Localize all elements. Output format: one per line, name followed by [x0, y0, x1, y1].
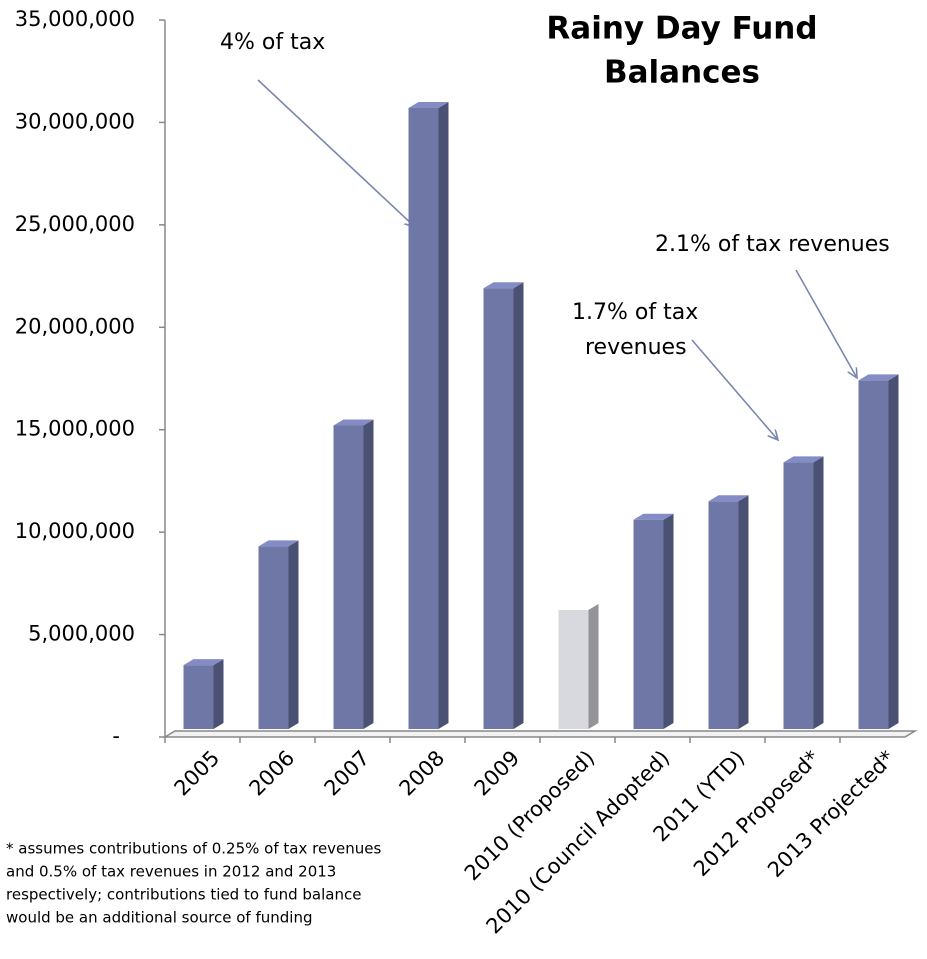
bar-front — [858, 380, 889, 729]
bar-front — [558, 609, 589, 729]
bar-front — [483, 288, 514, 729]
bar-side — [813, 456, 824, 729]
bar — [408, 101, 449, 729]
y-tick-label: 15,000,000 — [15, 417, 135, 441]
annotation-arrows — [257, 79, 857, 440]
y-tick-label: 25,000,000 — [15, 212, 135, 236]
annotation: 4% of tax — [220, 30, 325, 55]
x-tick-label: 2007 — [320, 746, 375, 801]
bar — [333, 419, 374, 729]
bar-front — [783, 462, 814, 729]
bar-top — [258, 540, 299, 547]
bar — [858, 374, 899, 729]
chart-title: Rainy Day Fund — [546, 11, 817, 47]
floor — [162, 730, 918, 738]
bar-front — [708, 501, 739, 729]
bar-front — [633, 519, 664, 729]
bar-side — [363, 419, 374, 729]
bar-top — [708, 495, 749, 502]
bar-side — [288, 540, 299, 729]
bar-side — [588, 603, 599, 729]
footnote: and 0.5% of tax revenues in 2012 and 201… — [6, 863, 336, 881]
bar-top — [558, 603, 599, 610]
annotation: 2.1% of tax revenues — [655, 232, 890, 257]
bar-side — [738, 495, 749, 729]
y-tick-label: 30,000,000 — [15, 109, 135, 133]
bar-top — [483, 282, 524, 289]
bar-top — [858, 374, 899, 381]
y-tick-label: 20,000,000 — [15, 314, 135, 338]
y-tick-label: 10,000,000 — [15, 519, 135, 543]
bar-top — [633, 513, 674, 520]
bar-side — [663, 513, 674, 729]
annotation: revenues — [585, 335, 687, 360]
bar-top — [333, 419, 374, 426]
bar — [558, 603, 599, 729]
bar — [633, 513, 674, 729]
bar-top — [783, 456, 824, 463]
x-tick-label: 2005 — [170, 746, 225, 801]
footnote: * assumes contributions of 0.25% of tax … — [6, 840, 382, 858]
bar-front — [183, 665, 214, 729]
chart-title: Balances — [604, 55, 760, 91]
bar — [708, 495, 749, 729]
x-tick-label: 2006 — [245, 746, 300, 801]
bar — [258, 540, 299, 729]
bar-front — [258, 546, 289, 729]
y-tick-label: 35,000,000 — [15, 7, 135, 31]
bar — [783, 456, 824, 729]
x-tick-label: 2008 — [395, 746, 450, 801]
footnote: respectively; contributions tied to fund… — [6, 886, 361, 904]
x-tick-label: 2013 Projected* — [763, 746, 899, 882]
bar-side — [888, 374, 899, 729]
annotation: 1.7% of tax — [572, 300, 698, 325]
x-tick-label: 2009 — [470, 746, 525, 801]
bar-side — [438, 101, 449, 729]
bar-top — [408, 101, 449, 108]
bar-side — [513, 282, 524, 729]
x-tick-label: 2012 Proposed* — [689, 746, 824, 881]
bar-top — [183, 659, 224, 666]
x-tick-label: 2010 (Proposed) — [460, 746, 599, 885]
bar-front — [408, 107, 439, 729]
footnote: would be an additional source of funding — [6, 909, 312, 927]
bar-front — [333, 425, 364, 729]
y-tick-label: - — [112, 724, 120, 748]
bar — [183, 659, 224, 729]
y-tick-label: 5,000,000 — [28, 622, 135, 646]
bar — [483, 282, 524, 729]
bar-side — [213, 659, 224, 729]
